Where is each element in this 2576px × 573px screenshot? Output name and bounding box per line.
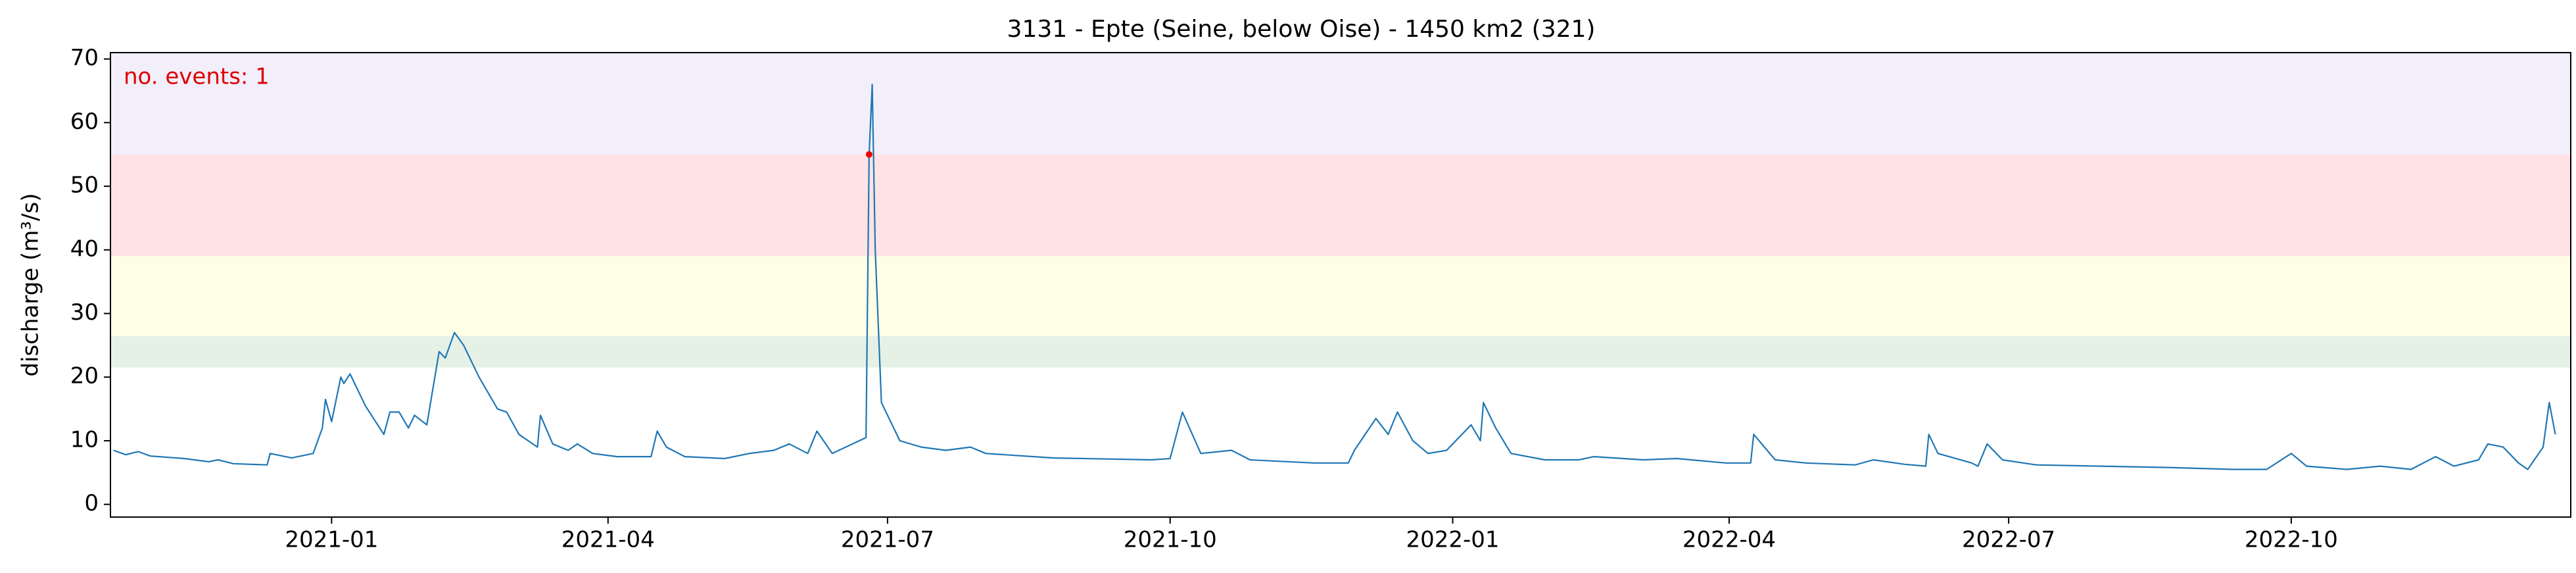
y-tick-label: 40 bbox=[70, 236, 99, 262]
threshold-band bbox=[110, 256, 2571, 336]
y-tick-label: 30 bbox=[70, 299, 99, 326]
threshold-band bbox=[110, 53, 2571, 155]
threshold-band bbox=[110, 336, 2571, 368]
chart-title: 3131 - Epte (Seine, below Oise) - 1450 k… bbox=[1007, 16, 1596, 43]
y-tick-label: 0 bbox=[84, 490, 99, 516]
x-tick-label: 2022-04 bbox=[1682, 527, 1776, 553]
events-annotation: no. events: 1 bbox=[124, 64, 270, 90]
y-tick-label: 60 bbox=[70, 109, 99, 135]
y-axis-label: discharge (m³/s) bbox=[18, 193, 44, 377]
x-tick-label: 2022-10 bbox=[2245, 527, 2338, 553]
y-tick-label: 50 bbox=[70, 172, 99, 199]
x-tick-label: 2021-10 bbox=[1124, 527, 1217, 553]
y-tick-label: 70 bbox=[70, 45, 99, 71]
x-tick-label: 2021-01 bbox=[285, 527, 378, 553]
event-marker bbox=[865, 151, 872, 158]
x-tick-label: 2022-01 bbox=[1406, 527, 1499, 553]
x-tick-label: 2022-07 bbox=[1962, 527, 2055, 553]
threshold-band bbox=[110, 154, 2571, 257]
x-tick-label: 2021-04 bbox=[561, 527, 655, 553]
x-tick-label: 2021-07 bbox=[841, 527, 934, 553]
y-tick-label: 10 bbox=[70, 426, 99, 453]
y-tick-label: 20 bbox=[70, 363, 99, 389]
plot-frame bbox=[110, 52, 2571, 518]
discharge-line bbox=[113, 84, 2556, 470]
